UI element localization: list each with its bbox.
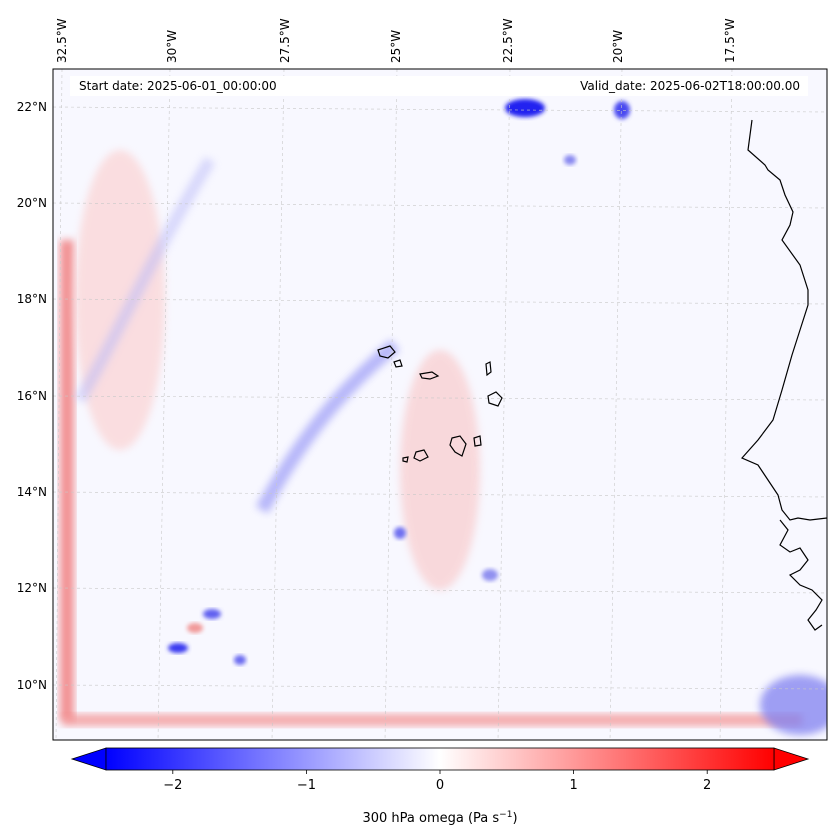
lon-label-22-5w: 22.5°W	[501, 18, 515, 63]
pink-region-central	[400, 350, 480, 590]
colorbar-extend-max	[773, 747, 810, 771]
island-sao-vicente	[393, 359, 403, 368]
gambia-coast	[779, 519, 823, 631]
coastline	[741, 119, 827, 631]
lat-label-22n: 22°N	[17, 100, 47, 114]
island-santo-antao	[377, 345, 396, 359]
valid-date-label: Valid_date: 2025-06-02T18:00:00.00	[580, 79, 800, 93]
colorbar-gradient	[105, 747, 775, 771]
colorbar-tick-label: −1	[297, 778, 316, 793]
ascent-cell-southwest	[168, 643, 188, 653]
omega-field	[60, 99, 827, 735]
island-fogo	[413, 449, 429, 462]
island-sal	[485, 361, 492, 377]
island-maio	[473, 435, 482, 447]
colorbar-extend-min	[70, 747, 107, 771]
date-banner	[70, 76, 808, 96]
lat-label-10n: 10°N	[17, 678, 47, 692]
lat-label-14n: 14°N	[17, 485, 47, 499]
ascent-cell-central	[394, 527, 406, 539]
descent-spot-southwest	[187, 623, 203, 633]
colorbar-tick-label: 2	[703, 778, 711, 793]
colorbar-tick-label: 0	[436, 778, 444, 793]
africa-coastline	[741, 119, 827, 521]
graticule	[52, 68, 828, 741]
colorbar: −2 −1 0 1 2 300 hPa omega (Pa s−1)	[70, 747, 810, 826]
colorbar-title-exponent: −1	[499, 810, 512, 820]
diagonal-blue-band	[255, 339, 400, 514]
lon-label-32-5w: 32.5°W	[55, 18, 69, 63]
latitude-labels: 22°N 20°N 18°N 16°N 14°N 12°N 10°N	[17, 100, 47, 692]
west-edge-ascent-band	[60, 240, 74, 720]
lat-label-16n: 16°N	[17, 389, 47, 403]
south-edge-descent-band	[62, 714, 802, 726]
strong-ascent-cell-north	[505, 99, 545, 117]
colorbar-tick-label: −2	[163, 778, 182, 793]
map-frame	[52, 68, 828, 741]
lat-label-20n: 20°N	[17, 196, 47, 210]
cape-verde-islands	[377, 345, 503, 463]
colorbar-title-text: 300 hPa omega (Pa s	[362, 811, 499, 826]
lat-label-12n: 12°N	[17, 581, 47, 595]
western-blue-streak	[74, 156, 216, 403]
ascent-region-southeast	[760, 675, 827, 735]
ascent-cell-south	[234, 655, 246, 665]
lat-label-18n: 18°N	[17, 292, 47, 306]
ascent-cell-east	[482, 569, 498, 581]
map-panel: Start date: 2025-06-01_00:00:00 Valid_da…	[52, 68, 828, 741]
colorbar-title: 300 hPa omega (Pa s−1)	[362, 810, 517, 826]
pink-region-west	[75, 150, 165, 450]
colorbar-title-close: )	[512, 811, 517, 826]
island-boa-vista	[487, 391, 503, 407]
lon-label-25w: 25°W	[389, 30, 403, 63]
ascent-spot-north-center	[564, 155, 576, 165]
start-date-label: Start date: 2025-06-01_00:00:00	[79, 79, 277, 93]
island-santiago	[449, 435, 467, 457]
lon-label-17-5w: 17.5°W	[723, 18, 737, 63]
colorbar-tick-label: 1	[569, 778, 577, 793]
colorbar-ticks: −2 −1 0 1 2	[163, 770, 711, 793]
ascent-cell-northeast	[614, 101, 630, 119]
lon-label-27-5w: 27.5°W	[278, 18, 292, 63]
island-sao-nicolau	[419, 371, 440, 380]
lon-label-20w: 20°W	[611, 30, 625, 63]
lon-label-30w: 30°W	[165, 30, 179, 63]
ascent-cell-southwest-2	[203, 609, 221, 619]
island-brava	[402, 456, 409, 463]
longitude-labels: 32.5°W 30°W 27.5°W 25°W 22.5°W 20°W 17.5…	[55, 18, 737, 63]
